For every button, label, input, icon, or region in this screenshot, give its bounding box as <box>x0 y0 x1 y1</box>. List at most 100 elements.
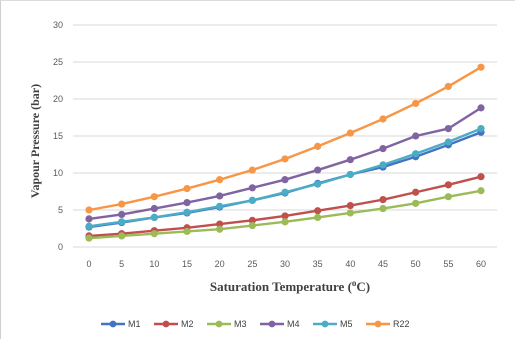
legend-swatch-marker <box>162 320 170 328</box>
data-point <box>118 218 126 226</box>
data-point <box>444 193 452 201</box>
data-point <box>477 125 485 133</box>
legend-item-m1: M1 <box>101 319 141 329</box>
y-tick-label: 15 <box>53 131 63 141</box>
legend-item-m2: M2 <box>154 319 194 329</box>
x-tick-label: 40 <box>345 259 355 269</box>
data-point <box>477 187 485 195</box>
data-point <box>118 200 126 208</box>
x-tick-label: 45 <box>378 259 388 269</box>
data-point <box>85 222 93 230</box>
y-tick-labels: 0 5 10 15 20 25 30 <box>53 20 63 252</box>
legend-item-r22: R22 <box>366 319 410 329</box>
data-point <box>216 192 224 200</box>
series-line <box>88 66 482 212</box>
data-point <box>248 216 256 224</box>
data-point <box>248 221 256 230</box>
legend-swatch-marker <box>215 320 223 328</box>
data-point <box>412 132 420 140</box>
data-point <box>183 184 191 193</box>
series-line <box>88 175 482 238</box>
data-point <box>346 129 354 137</box>
legend-label: M3 <box>234 319 247 329</box>
data-point <box>85 234 93 242</box>
y-tick-label: 20 <box>53 94 63 104</box>
data-point <box>183 227 191 236</box>
data-point <box>248 196 256 204</box>
data-point <box>216 225 224 233</box>
data-point <box>477 173 485 181</box>
y-axis-title: Vapour Pressure (bar) <box>28 84 42 198</box>
data-point <box>444 125 452 133</box>
x-tick-labels: 0 5 10 15 20 25 30 35 40 45 50 55 60 <box>86 259 486 269</box>
data-point <box>314 213 322 221</box>
legend-label: R22 <box>393 319 410 329</box>
x-axis-title: Saturation Temperature (oC) <box>210 278 370 294</box>
data-point <box>314 207 322 215</box>
x-tick-label: 0 <box>86 259 91 269</box>
data-point <box>379 161 387 169</box>
data-point <box>150 204 158 213</box>
legend-item-m4: M4 <box>260 319 300 329</box>
data-point <box>183 199 191 207</box>
data-point <box>379 115 387 123</box>
legend-swatch-marker <box>109 320 117 328</box>
data-point <box>85 206 93 214</box>
data-point <box>183 208 191 216</box>
data-point <box>379 204 387 213</box>
data-point <box>281 155 289 163</box>
data-point <box>314 166 322 174</box>
legend-swatch-marker <box>268 320 276 328</box>
data-point <box>248 166 256 174</box>
x-axis-title-text: Saturation Temperature ( <box>210 279 352 294</box>
legend-item-m5: M5 <box>313 319 353 329</box>
data-point <box>346 209 354 217</box>
data-point <box>444 181 452 189</box>
data-point <box>412 150 420 158</box>
x-tick-label: 60 <box>476 259 486 269</box>
x-tick-label: 15 <box>182 259 192 269</box>
x-tick-label: 20 <box>215 259 225 269</box>
data-point <box>314 180 322 188</box>
data-point <box>216 202 224 210</box>
data-point <box>346 170 354 179</box>
legend-swatch-marker <box>321 320 329 328</box>
series-lines <box>85 63 485 242</box>
legend: M1 M2 M3 M4 M5 R22 <box>101 319 410 329</box>
data-point <box>150 193 158 201</box>
data-point <box>412 99 420 108</box>
data-point <box>314 142 322 150</box>
legend-swatch-marker <box>374 320 382 328</box>
y-tick-label: 30 <box>53 20 63 30</box>
data-point <box>412 188 420 196</box>
data-point <box>444 138 452 146</box>
data-point <box>150 230 158 238</box>
data-point <box>118 210 126 219</box>
y-tick-label: 10 <box>53 168 63 178</box>
series-m3 <box>85 187 485 242</box>
y-tick-label: 0 <box>58 242 63 252</box>
x-tick-label: 50 <box>411 259 421 269</box>
x-tick-label: 25 <box>247 259 257 269</box>
data-point <box>412 199 420 207</box>
y-tick-label: 25 <box>53 57 63 67</box>
data-point <box>346 156 354 164</box>
legend-label: M1 <box>128 319 141 329</box>
legend-label: M5 <box>340 319 353 329</box>
series-m4 <box>85 104 485 223</box>
data-point <box>477 104 485 112</box>
data-point <box>281 176 289 184</box>
data-point <box>150 213 158 221</box>
y-tick-label: 5 <box>58 205 63 215</box>
x-tick-label: 5 <box>119 259 124 269</box>
data-point <box>444 82 452 91</box>
x-tick-label: 55 <box>443 259 453 269</box>
x-tick-label: 35 <box>313 259 323 269</box>
data-point <box>477 63 485 71</box>
data-point <box>281 212 289 220</box>
data-point <box>281 188 289 196</box>
degree-superscript: o <box>352 278 357 288</box>
legend-item-m3: M3 <box>207 319 247 329</box>
